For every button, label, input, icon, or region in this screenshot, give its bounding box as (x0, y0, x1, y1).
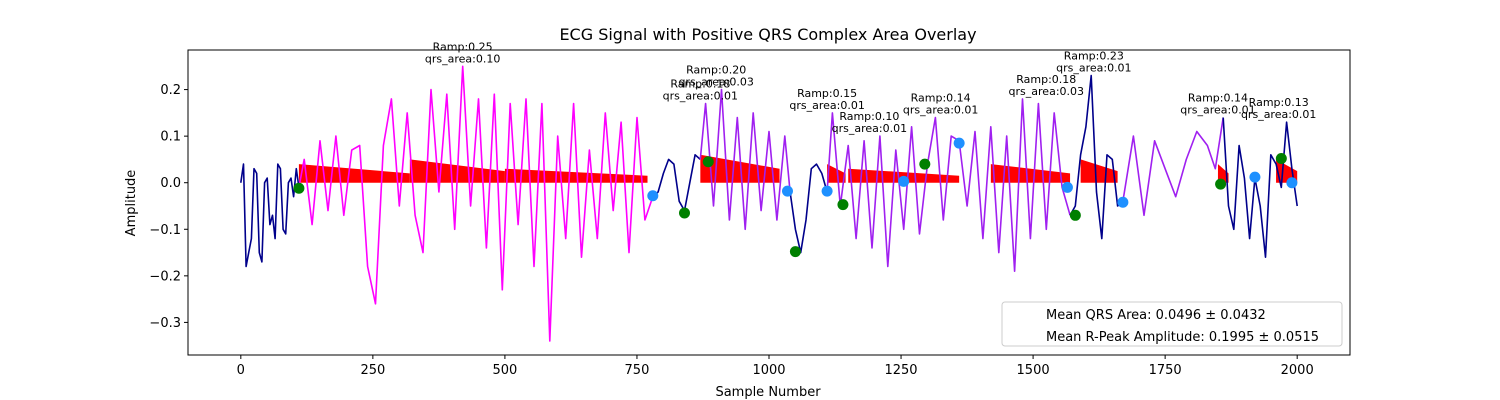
annotation-qrs-area-8: qrs_area:0.01 (1180, 104, 1255, 117)
offset-marker-8 (1275, 152, 1287, 164)
onset-marker-7 (1249, 171, 1261, 183)
signal-violet-block-2 (826, 98, 1071, 273)
x-tick-label-1000: 1000 (752, 363, 785, 378)
x-tick-label-1500: 1500 (1017, 363, 1050, 378)
signal-baseline-end (1222, 117, 1298, 259)
offset-marker-3 (789, 246, 801, 258)
annotation-qrs-area-6: qrs_area:0.03 (1009, 85, 1084, 98)
y-tick-label-0.1: 0.1 (160, 130, 181, 145)
y-axis: −0.3 −0.2 −0.1 0.0 0.1 0.2 (149, 83, 188, 331)
qrs-area-4 (827, 164, 846, 183)
annotation-qrs-area-3: qrs_area:0.01 (789, 99, 864, 112)
y-tick-label-0: 0.0 (160, 176, 181, 191)
annotation-ramp-8: Ramp:0.14 (1188, 92, 1248, 105)
y-tick-label--0.1: −0.1 (149, 223, 181, 238)
annotation-ramp-0: Ramp:0.25 (433, 40, 493, 53)
legend-entry-qrs-area: Mean QRS Area: 0.0496 ± 0.0432 (1046, 308, 1266, 323)
x-axis-label: Sample Number (715, 385, 821, 400)
qrs-area-6 (990, 164, 1071, 183)
legend-box (1001, 301, 1343, 347)
onset-marker-4 (953, 137, 965, 149)
onset-marker-3 (898, 175, 910, 187)
plot-content (240, 65, 1298, 342)
annotation-ramp-1: Ramp:0.18 (670, 78, 730, 91)
x-tick-label-500: 500 (492, 363, 517, 378)
onset-marker-5 (1061, 181, 1073, 193)
signal-violet-block-3 (1122, 117, 1224, 217)
qrs-area-2 (504, 168, 648, 183)
annotation-qrs-area-7: qrs_area:0.01 (1056, 62, 1131, 75)
x-tick-label-0: 0 (237, 363, 245, 378)
signal-violet-block-1 (699, 88, 791, 231)
offset-marker-0 (293, 182, 305, 194)
qrs-area-7 (1080, 159, 1118, 183)
y-axis-label: Amplitude (124, 170, 139, 237)
onset-marker-2 (821, 185, 833, 197)
y-tick-label-0.2: 0.2 (160, 83, 181, 98)
qrs-area-3 (700, 154, 780, 183)
annotation-ramp-2: Ramp:0.20 (686, 64, 746, 77)
offset-marker-2 (702, 156, 714, 168)
y-tick-label--0.3: −0.3 (149, 316, 181, 331)
offset-marker-7 (1215, 178, 1227, 190)
legend: Mean QRS Area: 0.0496 ± 0.0432 Mean R-Pe… (1001, 301, 1343, 347)
x-tick-label-1750: 1750 (1149, 363, 1182, 378)
annotation-qrs-area-2: qrs_area:0.03 (678, 76, 753, 89)
x-tick-label-250: 250 (360, 363, 385, 378)
signal-baseline-mid-2 (789, 163, 828, 254)
onset-marker-0 (647, 190, 659, 202)
x-tick-label-2000: 2000 (1281, 363, 1314, 378)
qrs-area-5 (848, 168, 960, 183)
x-axis: 0 250 500 750 1000 1250 1500 1750 2000 (237, 355, 1314, 378)
qrs-area-8 (1217, 164, 1229, 183)
legend-entry-r-peak: Mean R-Peak Amplitude: 0.1995 ± 0.0515 (1046, 330, 1319, 345)
annotation-ramp-3: Ramp:0.15 (797, 87, 857, 100)
chart-title: ECG Signal with Positive QRS Complex Are… (559, 25, 976, 44)
onset-marker-6 (1117, 196, 1129, 208)
x-tick-label-750: 750 (625, 363, 650, 378)
onset-marker-8 (1286, 177, 1298, 189)
offset-marker-4 (837, 199, 849, 211)
signal-baseline-mid-3 (1069, 74, 1124, 240)
y-tick-label--0.2: −0.2 (149, 269, 181, 284)
offset-marker-1 (678, 207, 690, 219)
offset-marker-5 (919, 158, 931, 170)
annotation-qrs-area-1: qrs_area:0.01 (663, 90, 738, 103)
annotation-qrs-area-0: qrs_area:0.10 (425, 52, 500, 65)
signal-baseline-start (240, 163, 300, 268)
signal-baseline-mid-1 (652, 154, 701, 212)
annotation-ramp-6: Ramp:0.18 (1016, 73, 1076, 86)
offset-marker-6 (1069, 209, 1081, 221)
annotation-qrs-area-4: qrs_area:0.01 (832, 122, 907, 135)
x-tick-label-1250: 1250 (884, 363, 917, 378)
annotation-qrs-area-9: qrs_area:0.01 (1241, 108, 1316, 121)
onset-marker-1 (781, 185, 793, 197)
annotation-ramp-4: Ramp:0.10 (839, 110, 899, 123)
annotation-ramp-7: Ramp:0.23 (1064, 50, 1124, 63)
signal-magenta-block (298, 65, 654, 342)
qrs-area-9 (1276, 159, 1298, 183)
annotation-qrs-area-5: qrs_area:0.01 (903, 104, 978, 117)
annotation-ramp-9: Ramp:0.13 (1249, 96, 1309, 109)
annotations: Ramp:0.25qrs_area:0.10Ramp:0.18qrs_area:… (425, 40, 1317, 135)
annotation-ramp-5: Ramp:0.14 (911, 92, 971, 105)
